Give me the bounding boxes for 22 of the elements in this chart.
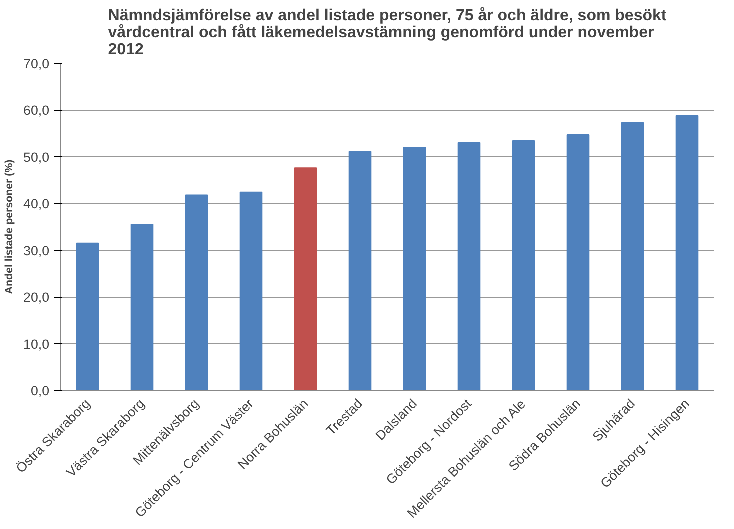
bar xyxy=(348,151,372,390)
bar xyxy=(130,224,154,390)
y-axis-title: Andel listade personer (%) xyxy=(4,159,16,294)
y-tick-label: 40,0 xyxy=(24,196,50,212)
chart-title: Nämndsjämförelse av andel listade personer, 75 år och äldre, som besökt vårdcentral och fått läkemedelsavstämning genomförd under november 2012 xyxy=(108,6,668,58)
bar xyxy=(566,134,590,390)
bar xyxy=(403,147,426,390)
y-tick-label: 30,0 xyxy=(24,243,50,258)
bar xyxy=(240,192,263,390)
bar xyxy=(185,194,208,390)
y-tick-label: 60,0 xyxy=(24,103,50,118)
bar xyxy=(621,122,644,390)
bar xyxy=(294,168,318,390)
y-tick-label: 20,0 xyxy=(24,290,50,306)
y-tick-label: 0,0 xyxy=(30,384,50,398)
y-tick-label: 10,0 xyxy=(24,336,50,352)
y-tick-label: 50,0 xyxy=(24,150,50,165)
bar xyxy=(512,140,536,390)
bar xyxy=(676,115,699,390)
bar xyxy=(76,242,100,390)
bar xyxy=(458,142,481,390)
y-tick-label: 70,0 xyxy=(24,56,50,72)
